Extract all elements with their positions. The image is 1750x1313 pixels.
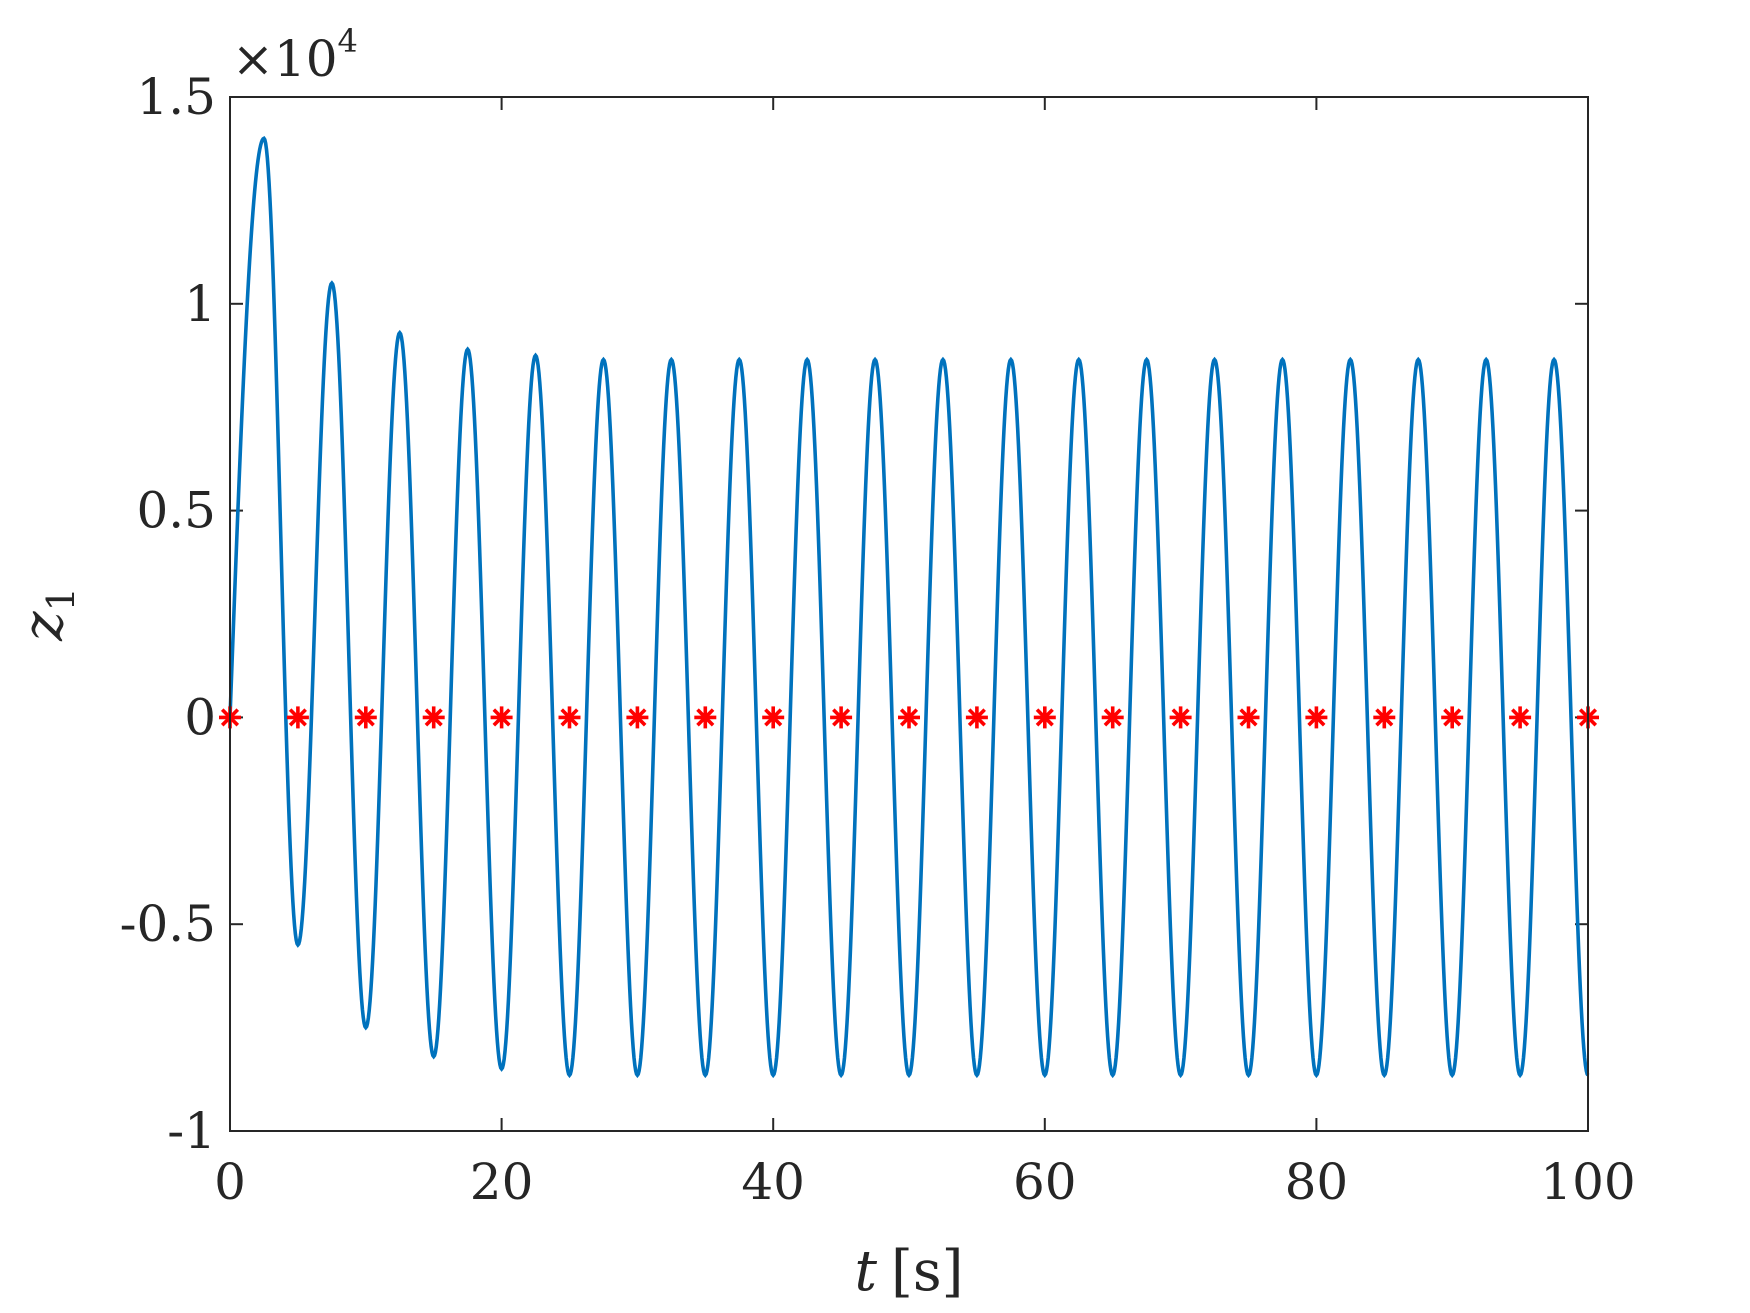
- data-point-marker: [354, 706, 377, 729]
- data-point-marker: [1237, 706, 1260, 729]
- data-point-marker: [1033, 706, 1056, 729]
- series-line-group: [228, 136, 1590, 1079]
- data-point-marker: [694, 706, 717, 729]
- x-axis-unit: [s]: [891, 1239, 963, 1304]
- y-exponent-prefix: ×10: [232, 30, 338, 88]
- data-point-marker: [558, 706, 581, 729]
- x-axis-label: t [s]: [855, 1239, 964, 1304]
- y-tick-label: 1.5: [136, 68, 216, 126]
- y-tick-label: 1: [184, 275, 216, 333]
- data-point-marker: [898, 706, 920, 729]
- data-point-marker: [762, 706, 785, 729]
- x-axis-variable: t: [855, 1239, 878, 1304]
- x-tick-label: 0: [214, 1153, 246, 1211]
- data-point-marker: [1441, 706, 1464, 729]
- data-point-marker: [490, 706, 513, 729]
- series-line: [228, 136, 1590, 1079]
- plot-frame: [229, 96, 1589, 1132]
- x-tick-label: 20: [470, 1153, 534, 1211]
- series-marker-group: [219, 706, 1599, 729]
- y-tick-label: -1: [167, 1102, 216, 1160]
- tick-labels: 0 20 40 60 80 100 -1 -0.5 0 0.5 1 1.5: [120, 68, 1636, 1211]
- y-tick-label: 0: [184, 688, 216, 746]
- x-tick-label: 40: [741, 1153, 805, 1211]
- y-tick-label: 0.5: [136, 482, 216, 540]
- data-point-marker: [1101, 706, 1124, 729]
- y-tick-label: -0.5: [120, 895, 216, 953]
- y-axis-label: z1: [11, 587, 83, 642]
- data-point-marker: [422, 706, 445, 729]
- x-tick-label: 100: [1540, 1153, 1635, 1211]
- y-axis-variable: z: [11, 611, 76, 642]
- y-exponent-label: ×104: [232, 22, 358, 88]
- data-point-marker: [1509, 706, 1532, 729]
- data-point-marker: [1169, 706, 1192, 729]
- x-tick-label: 80: [1285, 1153, 1349, 1211]
- data-point-marker: [830, 706, 853, 729]
- y-exponent-power: 4: [338, 22, 358, 60]
- x-tick-label: 60: [1013, 1153, 1077, 1211]
- data-point-marker: [626, 706, 649, 729]
- data-point-marker: [1373, 706, 1396, 729]
- data-point-marker: [965, 706, 988, 729]
- data-point-marker: [1305, 706, 1328, 729]
- y-axis-subscript: 1: [39, 587, 83, 611]
- plot-background: [230, 97, 1588, 1131]
- data-point-marker: [286, 706, 309, 729]
